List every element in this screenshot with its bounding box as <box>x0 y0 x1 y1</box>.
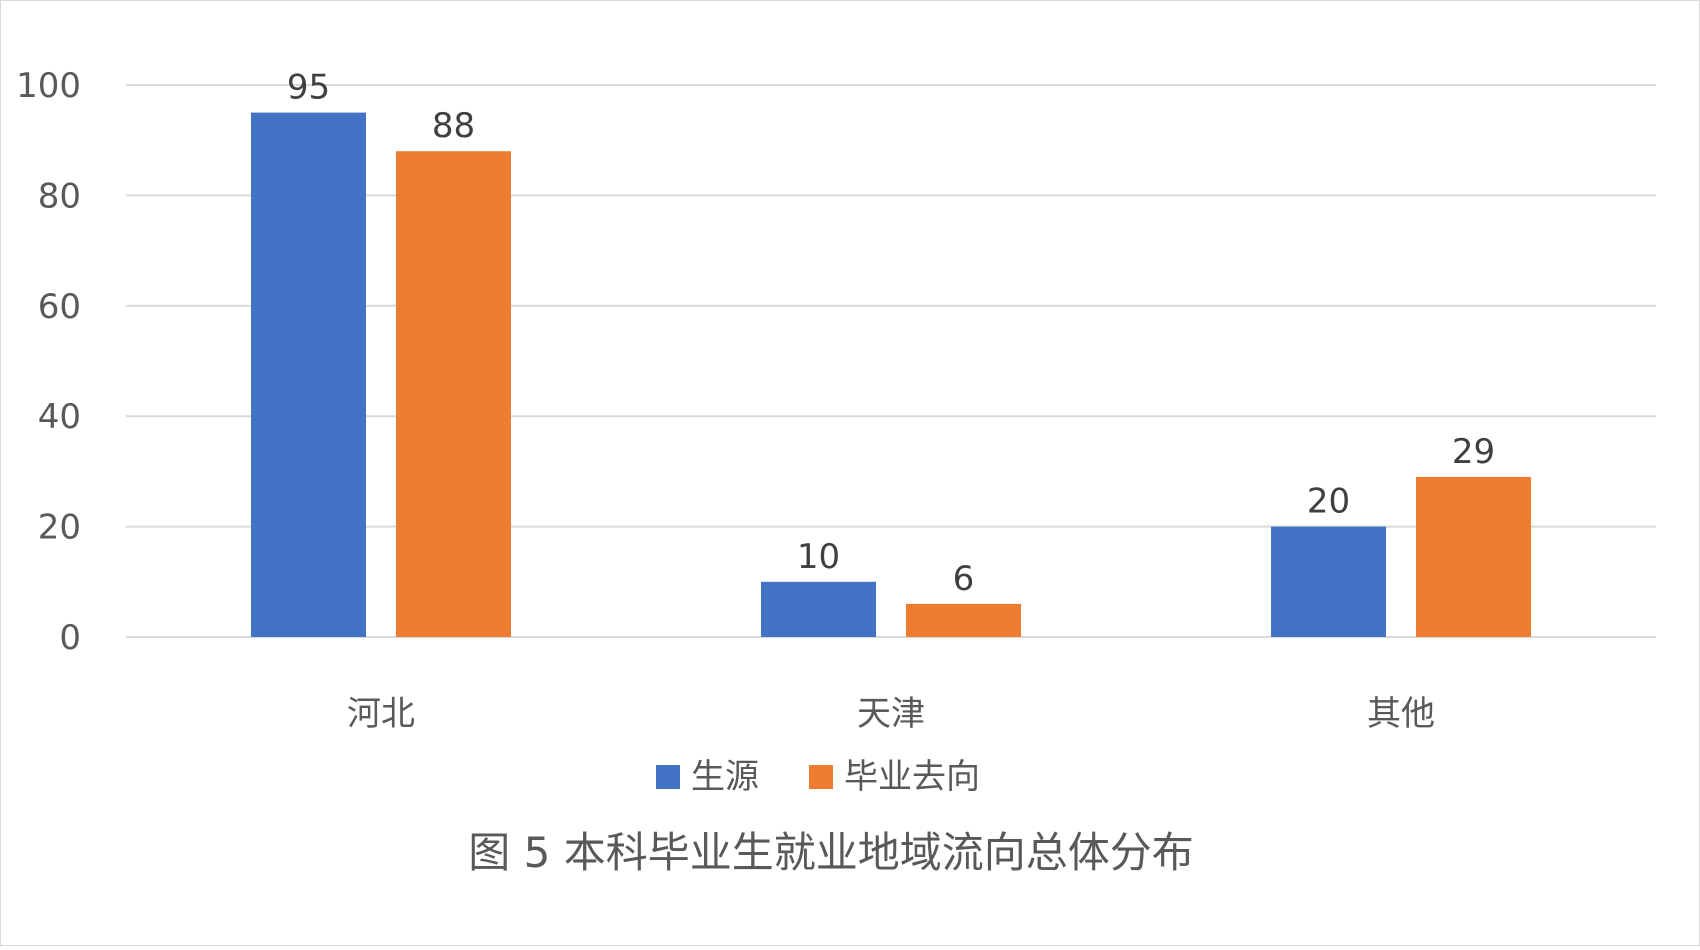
y-tick-label: 100 <box>16 66 81 106</box>
y-axis-ticks: 0 20 40 60 80 100 <box>16 66 81 658</box>
x-category-label: 其他 <box>1367 694 1435 734</box>
x-category-label: 天津 <box>857 694 925 734</box>
gridlines <box>126 84 1656 638</box>
bar-series1 <box>761 581 876 637</box>
data-label: 10 <box>797 537 840 577</box>
y-tick-label: 0 <box>59 618 81 658</box>
bar-series1 <box>1271 526 1386 637</box>
data-labels: 95 88 10 6 20 29 <box>287 68 1495 599</box>
data-label: 95 <box>287 68 330 108</box>
data-label: 88 <box>432 106 475 146</box>
x-axis-categories: 河北 天津 其他 <box>347 694 1435 734</box>
bar-series2 <box>906 603 1021 637</box>
y-tick-label: 40 <box>38 397 81 437</box>
y-tick-label: 60 <box>38 287 81 327</box>
legend-label: 生源 <box>691 757 759 797</box>
data-label: 6 <box>953 559 975 599</box>
legend: 生源 毕业去向 <box>656 757 980 797</box>
data-label: 20 <box>1307 482 1350 522</box>
data-label: 29 <box>1452 432 1495 472</box>
x-category-label: 河北 <box>347 694 415 734</box>
legend-label: 毕业去向 <box>844 757 980 797</box>
y-tick-label: 80 <box>38 176 81 216</box>
bar-series2 <box>396 151 511 638</box>
chart-title: 图 5 本科毕业生就业地域流向总体分布 <box>468 828 1193 877</box>
bar-series2 <box>1416 476 1531 637</box>
legend-swatch <box>809 765 833 789</box>
y-tick-label: 20 <box>38 508 81 548</box>
bar-series1 <box>251 112 366 638</box>
legend-swatch <box>656 765 680 789</box>
bars <box>251 112 1531 638</box>
